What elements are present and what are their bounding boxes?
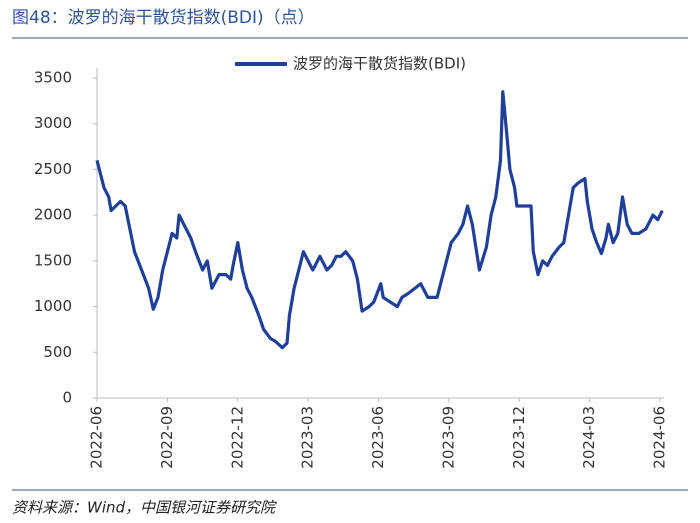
y-tick-label: 0 (62, 389, 72, 407)
x-tick-label: 2023-12 (510, 406, 528, 469)
x-tick-label: 2022-06 (88, 406, 106, 469)
legend-label: 波罗的海干散货指数(BDI) (293, 55, 466, 73)
y-tick-label: 2500 (34, 160, 72, 178)
x-tick-label: 2023-06 (369, 406, 387, 469)
y-tick-label: 2000 (34, 206, 72, 224)
x-tick-label: 2024-03 (580, 406, 598, 469)
x-tick-label: 2022-12 (228, 406, 246, 469)
x-tick-label: 2022-09 (158, 406, 176, 469)
x-tick-label: 2023-09 (439, 406, 457, 469)
line-series (95, 90, 664, 350)
source: 资料来源：Wind，中国银河证券研究院 (12, 499, 277, 517)
x-tick-label: 2024-06 (651, 406, 669, 469)
x-tick-label: 2023-03 (299, 406, 317, 469)
chart-title: 图48：波罗的海干散货指数(BDI)（点） (12, 8, 315, 28)
y-tick-label: 1500 (34, 251, 72, 269)
y-tick-label: 3500 (34, 69, 72, 87)
y-tick-label: 3000 (34, 114, 72, 132)
y-tick-label: 1000 (34, 297, 72, 315)
y-tick-label: 500 (43, 343, 72, 361)
